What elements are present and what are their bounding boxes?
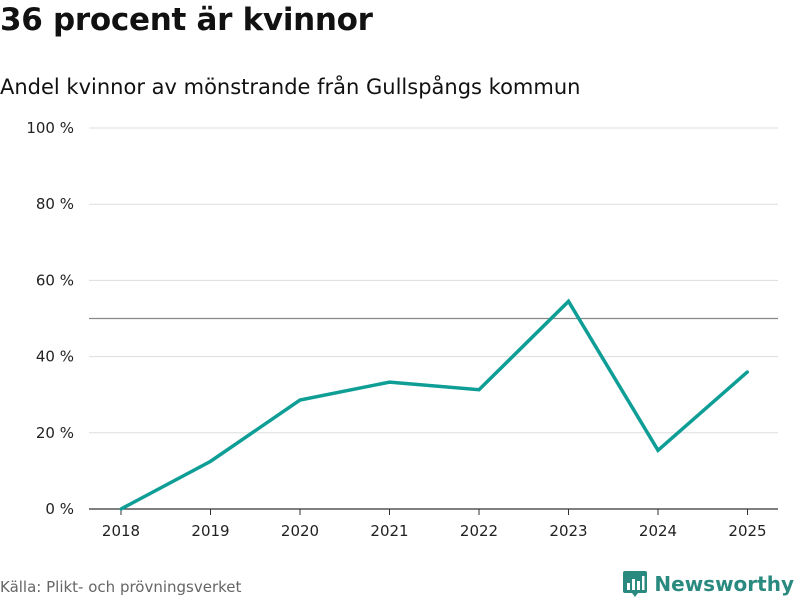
brand-name: Newsworthy <box>654 572 794 596</box>
x-tick-label: 2019 <box>191 522 229 540</box>
x-tick-label: 2022 <box>460 522 498 540</box>
brand-logo[interactable]: Newsworthy <box>622 569 794 599</box>
data-point <box>119 507 123 511</box>
x-tick-label: 2020 <box>281 522 319 540</box>
line-chart: 0 % 20 % 40 % 60 % 80 % 100 % 2018 2019 2020 202… <box>26 119 778 540</box>
data-point <box>746 370 749 374</box>
x-tick-label: 2025 <box>728 522 766 540</box>
y-tick-label: 40 % <box>36 348 74 366</box>
data-point <box>298 398 302 402</box>
y-tick-label: 100 % <box>26 119 74 137</box>
newsworthy-logo-icon <box>623 571 648 597</box>
data-point <box>567 299 570 303</box>
chart-title: 36 procent är kvinnor <box>0 2 373 38</box>
data-point <box>388 380 391 384</box>
y-tick-label: 20 % <box>36 424 74 442</box>
data-point <box>477 388 481 392</box>
x-tick-label: 2023 <box>549 522 587 540</box>
chart-subtitle: Andel kvinnor av mönstrande från Gullspå… <box>0 75 581 99</box>
x-tick-label: 2021 <box>370 522 408 540</box>
y-tick-label: 80 % <box>36 195 74 213</box>
x-tick-label: 2024 <box>639 522 677 540</box>
y-tick-label: 60 % <box>36 271 74 289</box>
series-line <box>120 298 749 511</box>
source-note: Källa: Plikt- och prövningsverket <box>0 578 242 596</box>
x-tick-label: 2018 <box>102 522 140 540</box>
data-point <box>209 459 212 463</box>
data-point <box>656 448 660 452</box>
y-tick-label: 0 % <box>45 500 74 518</box>
